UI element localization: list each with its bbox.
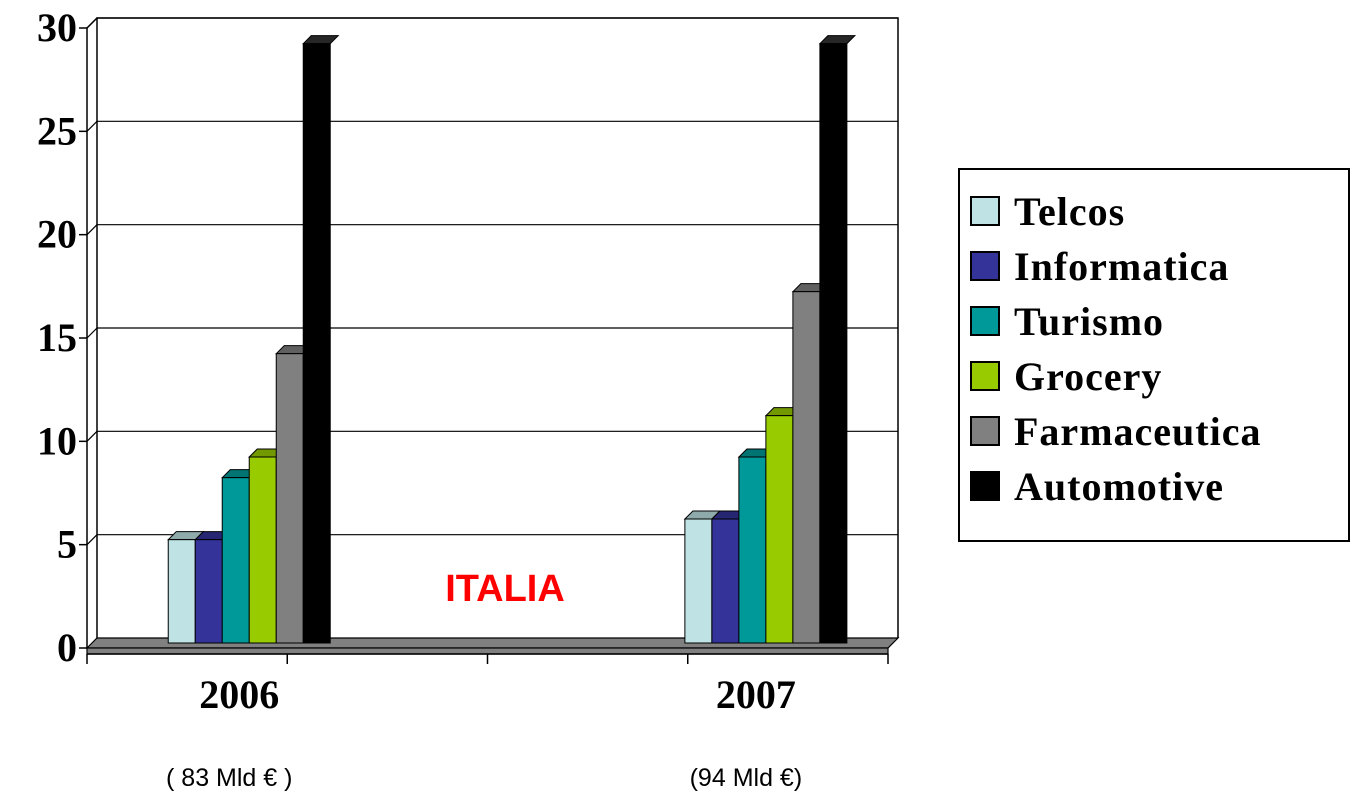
legend-label: Turismo [1014, 298, 1165, 344]
y-tick-label: 5 [57, 522, 77, 567]
gridline-side [86, 327, 98, 339]
axes [79, 27, 889, 664]
bar [167, 539, 196, 644]
gridline-side [86, 17, 98, 29]
bar [275, 353, 304, 644]
bar [711, 518, 740, 644]
y-tick-label: 30 [37, 5, 77, 50]
bar [792, 291, 821, 644]
x-category-label: 2007 [716, 672, 796, 717]
legend-label: Farmaceutica [1014, 408, 1262, 454]
bar [221, 477, 250, 644]
gridline-side [86, 120, 98, 132]
bar-top [818, 35, 857, 45]
y-tick-label: 15 [37, 315, 77, 360]
floor-front [86, 647, 889, 655]
bars [167, 35, 857, 644]
legend-label: Automotive [1014, 463, 1224, 509]
bar-top [302, 35, 340, 45]
legend-swatch [970, 416, 1000, 446]
bar [738, 456, 767, 644]
x-category-sublabel: (94 Mld €) [690, 764, 803, 792]
legend: Telcos Informatica Turismo Grocery Farmaceut… [958, 168, 1350, 542]
legend-item: Automotive [970, 461, 1224, 511]
labels: 0 5 10 15 20 25 30 2006 ( 83 Mld € ) 2007 (94 Mld … [37, 5, 802, 792]
bar [302, 43, 331, 644]
legend-label: Telcos [1014, 188, 1126, 234]
y-tick-label: 20 [37, 212, 77, 257]
legend-item: Turismo [970, 296, 1164, 346]
legend-swatch [970, 471, 1000, 501]
y-tick-label: 25 [37, 108, 77, 153]
chart-annotation: ITALIA [445, 568, 565, 610]
legend-swatch [970, 306, 1000, 336]
bar [819, 43, 848, 644]
legend-label: Grocery [1014, 353, 1163, 399]
y-tick-label: 10 [37, 418, 77, 463]
x-category-sublabel: ( 83 Mld € ) [166, 764, 292, 792]
gridline-side [86, 534, 98, 546]
bar-chart: 0 5 10 15 20 25 30 2006 ( 83 Mld € ) 2007 (94 Mld … [37, 5, 900, 792]
y-tick-label: 0 [57, 625, 77, 670]
legend-swatch [970, 196, 1000, 226]
gridline-side [86, 224, 98, 236]
bar [765, 415, 794, 644]
bar [248, 456, 277, 644]
legend-item: Informatica [970, 241, 1229, 291]
bar [684, 518, 713, 644]
legend-swatch [970, 361, 1000, 391]
legend-item: Grocery [970, 351, 1162, 401]
x-category-label: 2006 [199, 672, 279, 717]
legend-item: Farmaceutica [970, 406, 1261, 456]
legend-item: Telcos [970, 186, 1125, 236]
legend-label: Informatica [1014, 243, 1230, 289]
gridline-side [86, 430, 98, 442]
legend-swatch [970, 251, 1000, 281]
bar [194, 539, 223, 644]
